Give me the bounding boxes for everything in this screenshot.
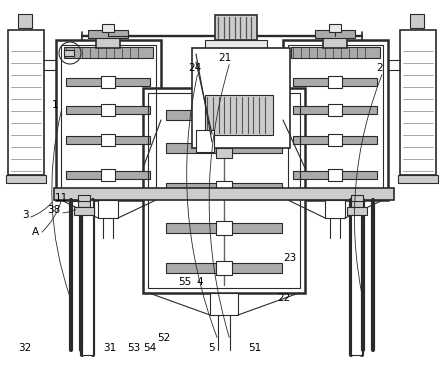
Bar [341, 106, 377, 114]
Bar [293, 136, 329, 144]
Text: 31: 31 [103, 343, 116, 353]
Bar [148, 93, 300, 288]
Bar [166, 183, 218, 193]
Bar [215, 15, 257, 40]
Text: 3: 3 [22, 210, 28, 220]
Bar [114, 78, 150, 86]
Bar [101, 76, 115, 88]
Bar [216, 181, 232, 195]
Bar [114, 171, 150, 179]
Bar [66, 171, 102, 179]
Bar [205, 40, 267, 60]
Bar [54, 188, 394, 200]
Bar [315, 30, 355, 38]
Bar [8, 30, 44, 175]
Bar [216, 148, 232, 158]
Bar [293, 171, 329, 179]
Bar [291, 47, 380, 58]
Bar [230, 143, 282, 153]
Bar [288, 45, 383, 195]
Bar [101, 104, 115, 116]
Bar [78, 195, 90, 207]
Text: 51: 51 [248, 343, 261, 353]
Bar [166, 263, 218, 273]
Bar [216, 108, 232, 122]
Text: 55: 55 [178, 277, 191, 287]
Text: 22: 22 [277, 293, 290, 303]
Text: 52: 52 [157, 333, 170, 343]
Text: 53: 53 [127, 343, 140, 353]
Text: 24: 24 [188, 63, 201, 73]
Bar [82, 200, 93, 355]
Text: 32: 32 [18, 343, 31, 353]
Bar [283, 40, 388, 200]
Bar [6, 175, 46, 183]
Bar [351, 195, 363, 207]
Bar [102, 24, 114, 32]
Bar [400, 30, 436, 175]
Bar [66, 78, 102, 86]
Bar [410, 14, 424, 28]
Bar [196, 130, 214, 152]
Bar [205, 95, 273, 135]
Text: 4: 4 [196, 277, 202, 287]
Bar [66, 106, 102, 114]
Bar [166, 110, 218, 120]
Bar [341, 171, 377, 179]
Bar [347, 207, 367, 215]
Bar [210, 293, 238, 315]
Bar [114, 136, 150, 144]
Bar [216, 141, 232, 155]
Bar [230, 110, 282, 120]
Bar [61, 45, 156, 195]
Bar [325, 200, 345, 218]
Bar [98, 200, 118, 218]
Bar [341, 136, 377, 144]
Text: 5: 5 [208, 343, 214, 353]
Text: 2: 2 [376, 63, 383, 73]
Bar [64, 47, 153, 58]
Bar [293, 106, 329, 114]
Bar [96, 32, 120, 48]
Text: 54: 54 [143, 343, 156, 353]
Bar [328, 134, 342, 146]
Bar [230, 183, 282, 193]
Bar [166, 143, 218, 153]
Text: A: A [32, 227, 39, 237]
Bar [293, 78, 329, 86]
Bar [323, 32, 347, 48]
Bar [88, 30, 128, 38]
Bar [216, 261, 232, 275]
Bar [56, 40, 161, 200]
Bar [351, 200, 362, 355]
Bar [329, 24, 341, 32]
Bar [114, 106, 150, 114]
Text: 1: 1 [52, 100, 59, 110]
Bar [341, 78, 377, 86]
Text: 21: 21 [218, 53, 231, 63]
Bar [328, 76, 342, 88]
Bar [230, 223, 282, 233]
Bar [166, 223, 218, 233]
Bar [101, 134, 115, 146]
Bar [143, 88, 305, 293]
Bar [328, 169, 342, 181]
Bar [230, 263, 282, 273]
Text: 23: 23 [283, 253, 296, 263]
Bar [192, 48, 290, 148]
Bar [64, 50, 74, 56]
Bar [66, 136, 102, 144]
Bar [398, 175, 438, 183]
Bar [18, 14, 32, 28]
Text: 11: 11 [55, 193, 68, 203]
Text: 38: 38 [47, 205, 60, 215]
Bar [216, 221, 232, 235]
Bar [74, 207, 94, 215]
Bar [328, 104, 342, 116]
Bar [101, 169, 115, 181]
